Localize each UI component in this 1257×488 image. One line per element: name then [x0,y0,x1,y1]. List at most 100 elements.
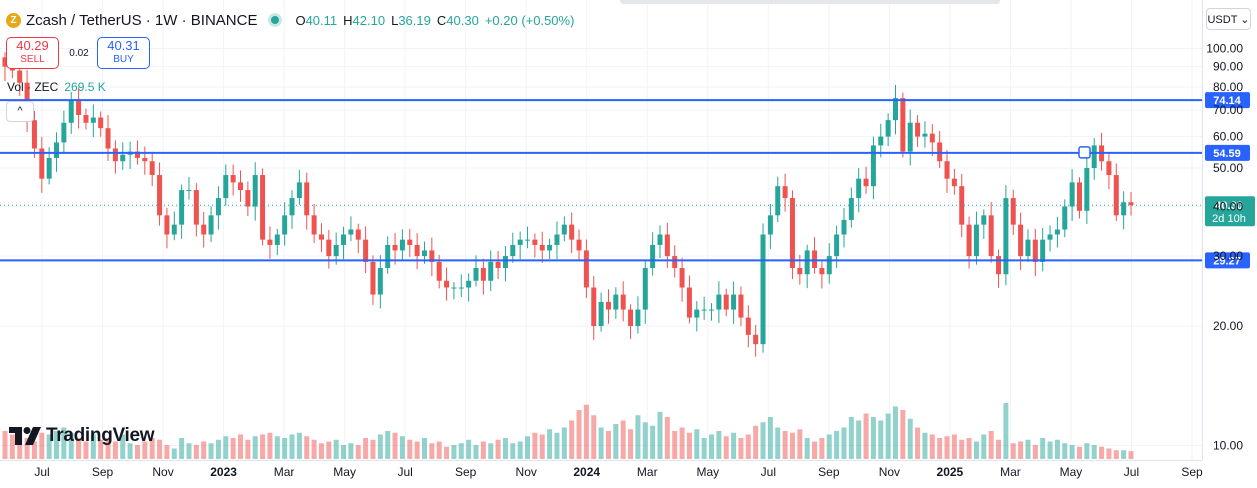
level-price-tag [1205,252,1250,269]
volume-bar [635,415,641,459]
time-tick-label: Mar [1000,465,1021,479]
price-axis[interactable]: 10.00 20.00 30.00 40.00 50.00 60.00 70.00 80.00… [1202,0,1244,460]
candle-body [973,224,979,257]
currency-selector[interactable]: USDT ⌄ [1206,8,1251,30]
candle-body [694,309,700,318]
volume-bar [186,443,192,459]
candle-body [525,239,531,241]
candle-body [488,261,494,281]
volume-bar [576,410,582,459]
volume-bar [760,422,766,459]
time-tick-label: Jul [397,465,412,479]
candle-body [311,215,317,235]
time-tick-label: Jul [1124,465,1139,479]
volume-bar [561,427,567,459]
volume-bar [495,439,501,459]
candle-body [686,287,692,318]
volume-bar [753,425,759,459]
candle-body [804,250,810,275]
volume-bar [981,434,987,459]
high-value: 42.10 [352,12,386,28]
volume-bar [510,443,516,459]
candle-body [458,287,464,289]
candle-body [738,294,744,318]
candle-body [186,190,192,192]
volume-bar [988,431,994,459]
candle-body [348,229,354,235]
volume-bar [355,445,361,459]
candle-body [745,317,751,335]
candle-body [502,256,508,268]
price-tick-label: 100.00 [1206,42,1243,56]
volume-bar [959,439,965,459]
candle-body [76,100,82,115]
volume-bar [650,425,656,459]
candle-body [480,267,486,281]
symbol-title[interactable]: Zcash / TetherUS · 1W · BINANCE [26,11,258,29]
volume-bar [539,434,545,459]
last-price-tag [1205,196,1255,227]
time-tick-label: Nov [152,465,173,479]
volume-bar [134,445,140,459]
candle-body [731,294,737,310]
volume-bar [1054,439,1060,459]
candle-body [473,267,479,281]
buy-button[interactable]: 40.31 BUY [97,37,150,69]
time-tick-label: Mar [637,465,658,479]
tradingview-watermark: TradingView [9,425,155,447]
volume-bar [105,438,111,459]
candle-body [826,256,832,275]
volume-bar [451,445,457,459]
volume-bar [311,439,317,459]
price-tick-label: 70.00 [1213,103,1243,117]
volume-bar [694,429,700,459]
price-tick-label: 80.00 [1213,80,1243,94]
price-tick-label: 10.00 [1213,439,1243,453]
volume-bar [215,439,221,459]
price-tick-label: 30.00 [1213,249,1243,263]
candle-body [495,261,501,268]
volume-bar [775,427,781,459]
volume-bar [39,432,45,459]
candle-body [1054,229,1060,235]
candle-body [819,267,825,275]
watermark-text: TradingView [46,425,155,446]
volume-bar [223,436,229,459]
volume-bar [848,417,854,459]
candle-body [120,154,126,162]
volume-value: 269.5 K [64,80,106,94]
volume-bar [31,441,37,459]
candle-body [179,190,185,225]
candle-body [260,175,266,240]
collapse-legend-button[interactable]: ^ [6,101,34,122]
volume-bar [24,438,30,459]
currency-label: USDT ⌄ [1207,13,1250,26]
volume-bar [127,443,133,459]
buy-price: 40.31 [107,38,140,53]
volume-bar [782,431,788,459]
candle-body [760,234,766,345]
volume-bar [1062,443,1068,459]
candle-body [951,178,957,187]
candle-body [834,234,840,257]
volume-bar [922,432,928,459]
candle-body [569,224,575,240]
volume-bar [1003,403,1009,459]
candle-body [98,117,104,129]
volume-bar [98,439,104,459]
volume-bar [915,427,921,459]
candle-body [929,133,935,143]
volume-bar [745,434,751,459]
candle-body [863,178,869,187]
time-tick-label: Sep [1181,465,1203,479]
buy-label: BUY [113,54,134,65]
candle-body [54,142,60,158]
time-axis[interactable]: Jul Sep Nov 2023 Mar May Jul Sep Nov 2024 Mar May Ju… [0,460,1203,480]
volume-bar [973,441,979,459]
candle-body [1040,239,1046,262]
candle-body [907,122,913,152]
sell-button[interactable]: 40.29 SELL [6,37,59,69]
volume-bar [90,434,96,459]
